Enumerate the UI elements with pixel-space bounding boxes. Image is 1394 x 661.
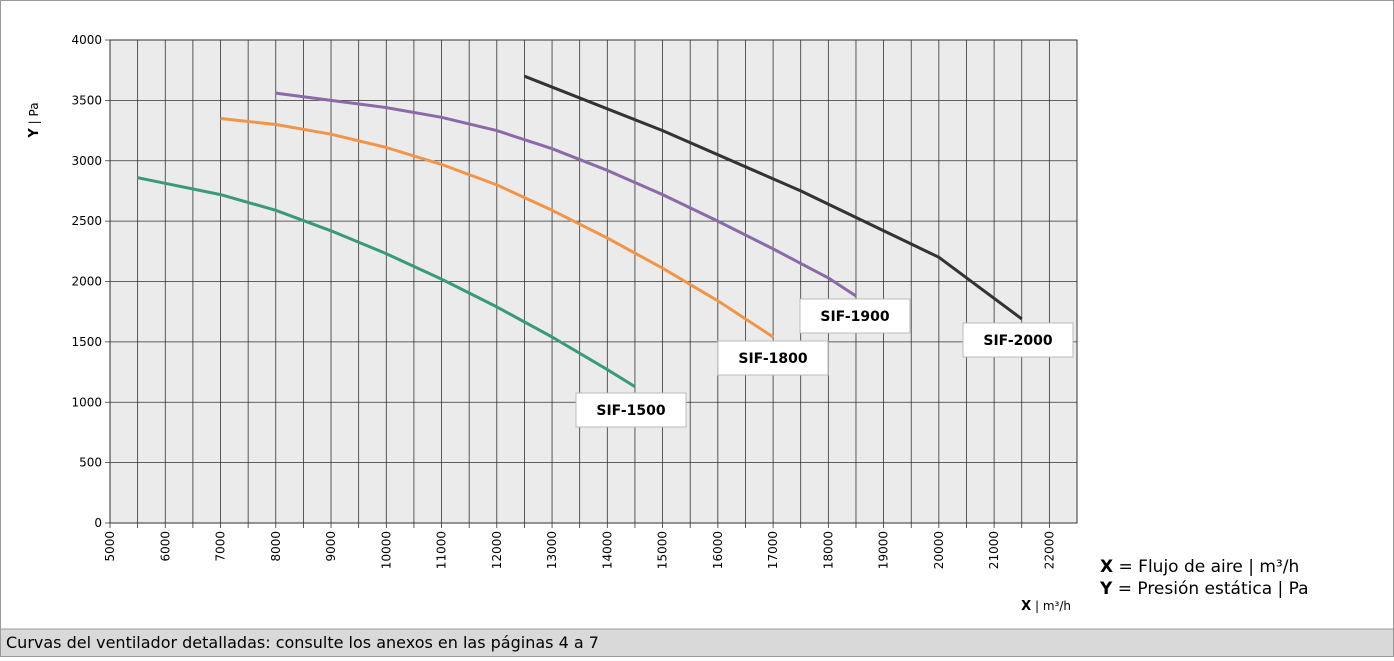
- y-axis-label: Y | Pa: [27, 102, 42, 138]
- key-text: = Flujo de aire | m³/h: [1119, 557, 1300, 577]
- series-label: SIF-1900: [820, 309, 889, 325]
- series-line: [137, 176, 636, 388]
- series-label-box: [799, 298, 911, 334]
- y-tick-label: 3500: [71, 93, 102, 107]
- series-line: [275, 91, 857, 298]
- x-tick-label: 9000: [324, 531, 338, 562]
- y-tick-label: 2500: [71, 214, 102, 228]
- x-tick-label: 21000: [987, 531, 1001, 569]
- x-tick-label: 7000: [214, 531, 228, 562]
- plot: 0 500 1000 1500 2000 2500 3000 3500 4000 5000 6000…: [27, 33, 1309, 614]
- y-tick-label: 1500: [71, 335, 102, 349]
- x-axis-unit: | m³/h: [1035, 599, 1071, 613]
- footer-bar: [1, 629, 1393, 656]
- series-label: SIF-2000: [983, 333, 1052, 349]
- x-tick-label: 12000: [490, 531, 504, 569]
- x-tick-label: 8000: [269, 531, 283, 562]
- series-label: SIF-1800: [738, 351, 807, 367]
- y-tick-label: 3000: [71, 154, 102, 168]
- x-tick-label: 22000: [1042, 531, 1056, 569]
- x-tick-label: 13000: [545, 531, 559, 569]
- y-tick-label: 2000: [71, 275, 102, 289]
- key-symbol: X: [1100, 557, 1113, 577]
- series-line: [220, 117, 774, 339]
- x-tick-label: 19000: [877, 531, 891, 569]
- x-tick-label: 5000: [103, 531, 117, 562]
- series-label: SIF-1500: [596, 403, 665, 419]
- y-tick-label: 0: [94, 516, 102, 530]
- key-symbol: Y: [1099, 579, 1113, 599]
- x-tick-label: 14000: [600, 531, 614, 569]
- y-tick-label: 4000: [71, 33, 102, 47]
- x-tick-label: 10000: [379, 531, 393, 569]
- x-tick-label: 6000: [158, 531, 172, 562]
- x-tick-label: 17000: [766, 531, 780, 569]
- key-entry: X = Flujo de aire | m³/h: [1100, 557, 1299, 577]
- x-tick-label: 18000: [821, 531, 835, 569]
- y-tick-label: 500: [79, 456, 102, 470]
- x-tick-label: 20000: [932, 531, 946, 569]
- series-label-box: [717, 340, 829, 376]
- key-entry: Y = Presión estática | Pa: [1099, 579, 1309, 599]
- x-tick-label: 15000: [656, 531, 670, 569]
- footer-text: Curvas del ventilador detalladas: consul…: [6, 633, 599, 652]
- x-tick-label: 11000: [435, 531, 449, 569]
- y-axis-symbol: Y: [27, 128, 42, 139]
- series-line: [523, 74, 1023, 321]
- series-label-box: [962, 322, 1074, 358]
- key-text: = Presión estática | Pa: [1118, 579, 1309, 599]
- x-axis-symbol: X: [1021, 599, 1031, 614]
- series-label-box: [575, 392, 687, 428]
- x-axis-label: X | m³/h: [1021, 599, 1071, 614]
- x-tick-label: 16000: [711, 531, 725, 569]
- y-tick-label: 1000: [71, 395, 102, 409]
- y-axis-unit: | Pa: [27, 102, 41, 124]
